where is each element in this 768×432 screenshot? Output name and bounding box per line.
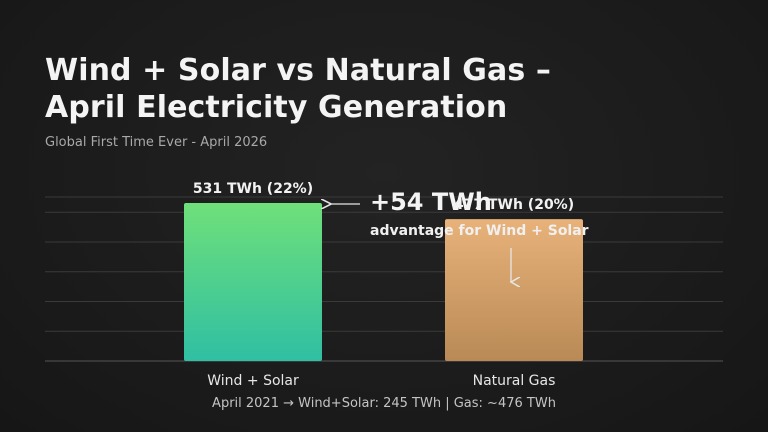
chart-title-line-1: Wind + Solar vs Natural Gas – <box>45 53 551 88</box>
chart-title-line-2: April Electricity Generation <box>45 90 508 125</box>
chart-subtitle: Global First Time Ever - April 2026 <box>45 135 268 150</box>
footnote: April 2021 → Wind+Solar: 245 TWh | Gas: … <box>212 396 556 411</box>
data-labels: 531 TWh (22%) Wind + Solar 477 TWh (20%) Na… <box>193 181 574 389</box>
x-tick-label: Natural Gas <box>473 373 556 389</box>
bar-value-label: 531 TWh (22%) <box>193 181 313 197</box>
chart-title: Wind + Solar vs Natural Gas – April Elec… <box>45 52 725 126</box>
bar-wind-solar <box>184 203 322 361</box>
gridlines <box>45 196 723 362</box>
bar-value-label: 477 TWh (20%) <box>454 197 574 213</box>
advantage-text: advantage for Wind + Solar <box>370 223 589 239</box>
bars <box>184 203 583 361</box>
advantage-value: +54 TWh <box>370 188 492 216</box>
annotation-arrows <box>330 204 511 282</box>
bar-natural-gas <box>445 219 583 361</box>
x-tick-label: Wind + Solar <box>207 373 299 389</box>
